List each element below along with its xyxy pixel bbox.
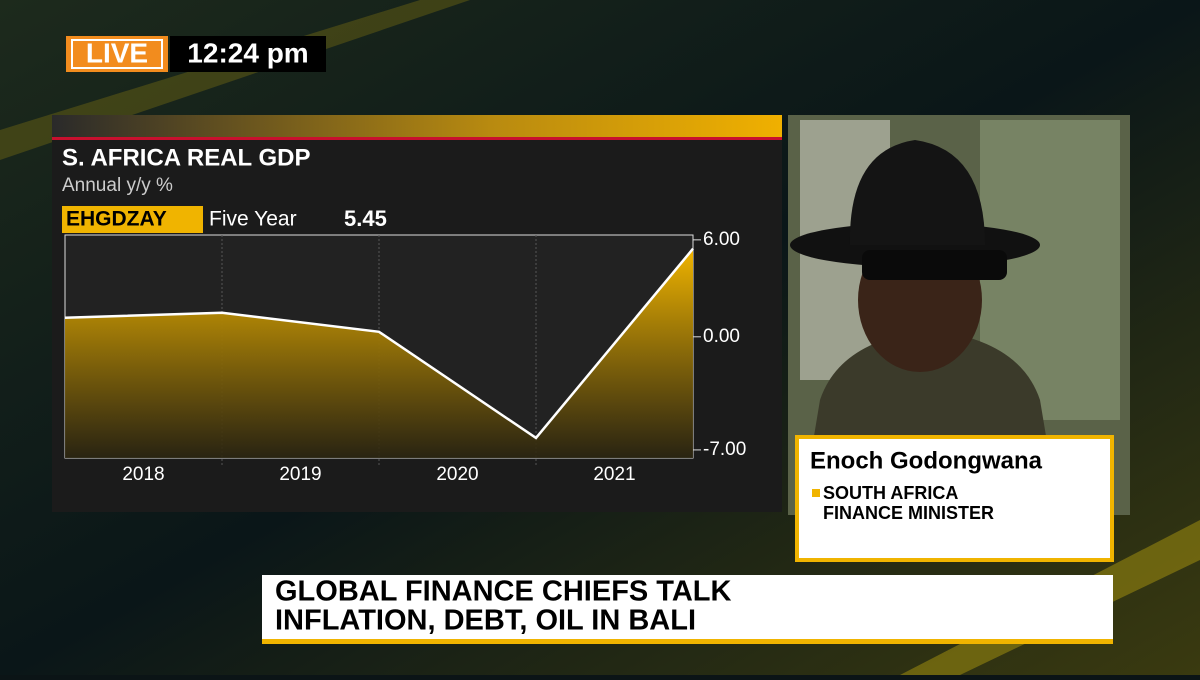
- chart-strip: [52, 115, 782, 137]
- role-bullet: [812, 489, 820, 497]
- guest-role: SOUTH AFRICA: [823, 483, 958, 503]
- x-tick-label: 2020: [436, 464, 478, 485]
- chart-rule: [52, 137, 782, 140]
- clock-box: [170, 36, 326, 72]
- ticker: EHGDZAY: [66, 208, 167, 231]
- live-badge-border: [71, 39, 163, 69]
- y-tick-label: -7.00: [703, 439, 746, 460]
- live-label: LIVE: [86, 37, 148, 68]
- y-tick-label: 0.00: [703, 326, 740, 347]
- area: [65, 248, 693, 458]
- period: Five Year: [209, 208, 297, 231]
- name-box: [795, 435, 1114, 562]
- line: [64, 247, 694, 440]
- clock: 12:24 pm: [187, 37, 308, 68]
- x-tick-label: 2021: [593, 464, 635, 485]
- y-tick-label: 6.00: [703, 229, 740, 250]
- guest-role: FINANCE MINISTER: [823, 503, 994, 523]
- ticker-box: [62, 206, 203, 233]
- live-badge: [66, 36, 168, 72]
- x-tick-label: 2019: [279, 464, 321, 485]
- headline: INFLATION, DEBT, OIL IN BALI: [275, 605, 696, 637]
- headline-box: [262, 575, 1113, 643]
- guest-name: Enoch Godongwana: [810, 447, 1043, 474]
- last-value: 5.45: [344, 206, 387, 231]
- headline: GLOBAL FINANCE CHIEFS TALK: [275, 576, 732, 608]
- hat-crown: [849, 140, 985, 245]
- plot: 6.00 0.00 -7.00 2018 2019 2020 2021: [64, 229, 746, 485]
- chart-title: S. AFRICA REAL GDP: [62, 144, 310, 171]
- chart-subtitle: Annual y/y %: [62, 175, 173, 196]
- glasses: [862, 250, 1007, 280]
- x-tick-label: 2018: [122, 464, 164, 485]
- headline-rule: [262, 639, 1113, 644]
